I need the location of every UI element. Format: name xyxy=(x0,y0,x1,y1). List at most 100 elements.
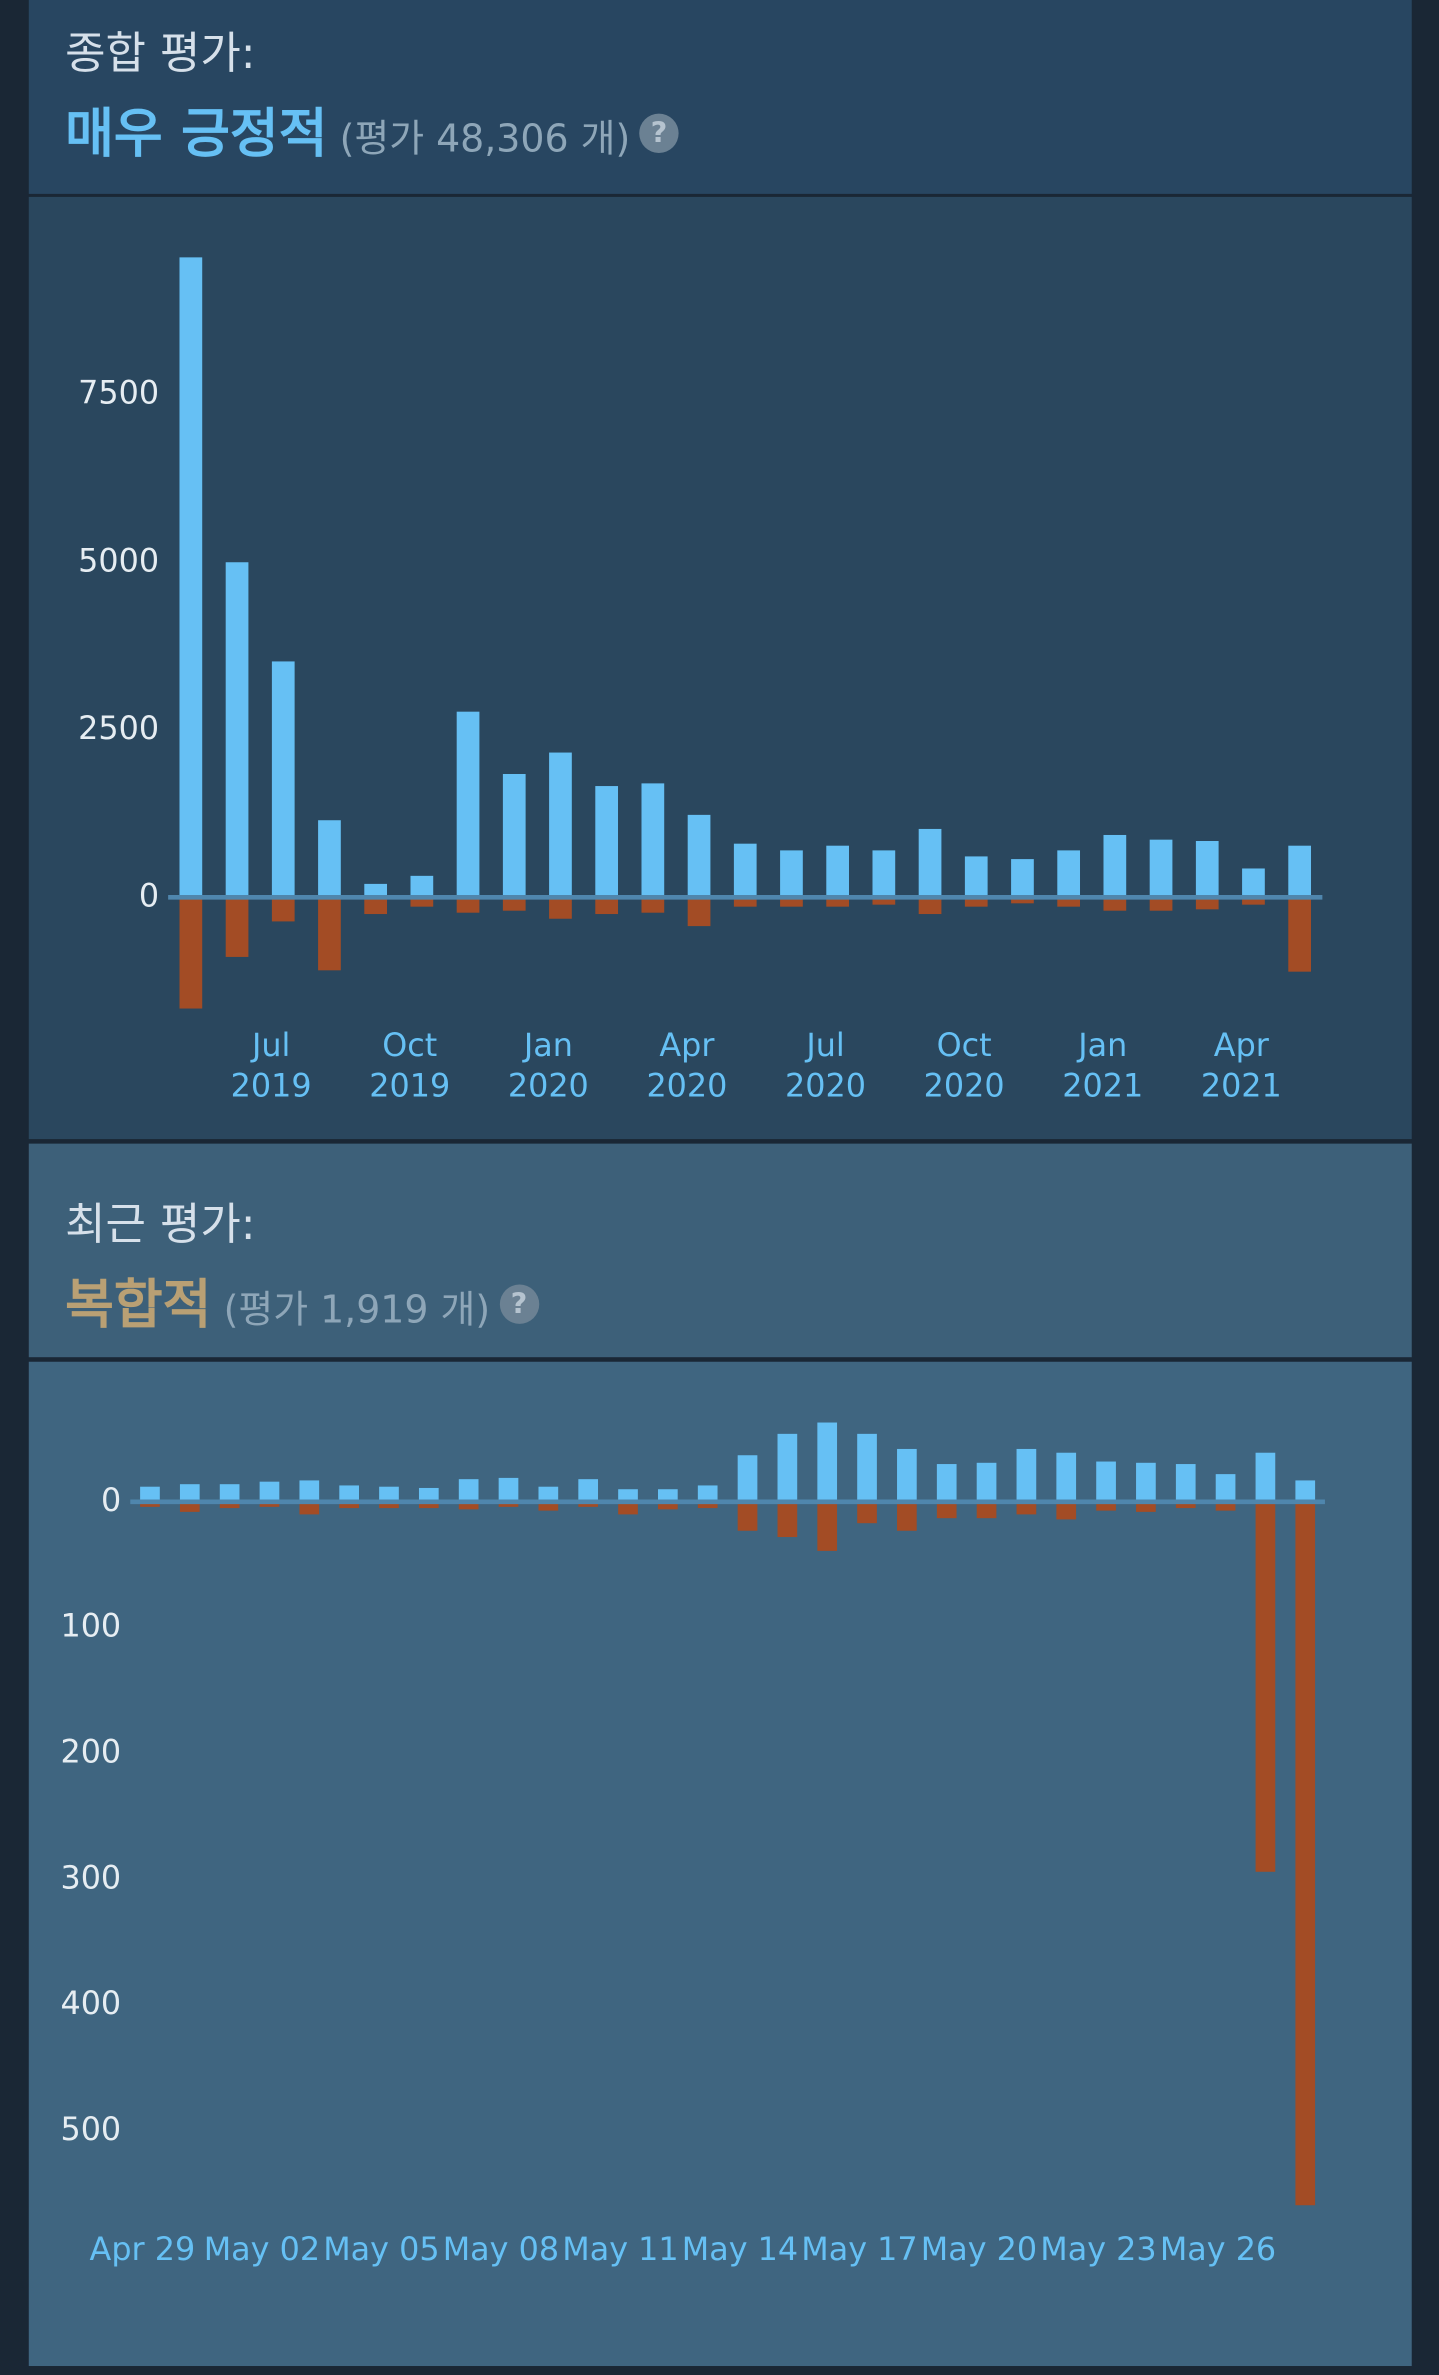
bar xyxy=(1016,1501,1037,1515)
bar xyxy=(549,897,572,919)
x-tick-label: Oct 2019 xyxy=(369,1026,451,1105)
bar xyxy=(1195,897,1219,910)
bar xyxy=(826,897,850,907)
bar xyxy=(318,897,341,971)
bar xyxy=(179,257,203,898)
bar xyxy=(857,1433,877,1502)
bar xyxy=(538,1486,559,1502)
bar xyxy=(364,897,388,915)
bar xyxy=(578,1479,599,1502)
bar xyxy=(897,1448,917,1502)
x-tick-label: Jan 2020 xyxy=(507,1026,589,1105)
bar xyxy=(1103,897,1127,911)
bar xyxy=(1103,834,1127,898)
bar xyxy=(1149,897,1173,911)
bar xyxy=(936,1464,957,1502)
bar xyxy=(1056,1501,1077,1520)
y-tick-label: 2500 xyxy=(78,710,159,747)
bar xyxy=(379,1486,399,1502)
bar xyxy=(1057,897,1081,907)
bar xyxy=(1149,839,1173,898)
help-icon[interactable]: ? xyxy=(639,113,679,153)
x-tick-label: May 08 xyxy=(442,2231,560,2268)
bar xyxy=(1255,1452,1276,1502)
x-tick-label: May 20 xyxy=(920,2231,1038,2268)
bar xyxy=(1215,1474,1236,1502)
bar xyxy=(658,1489,678,1502)
section-title: 종합 평가: xyxy=(65,27,256,79)
bar xyxy=(777,1501,798,1538)
bar xyxy=(1215,1501,1236,1511)
bar xyxy=(225,562,249,898)
recent-chart-area xyxy=(28,1361,1412,2367)
bar xyxy=(498,1501,519,1507)
bar xyxy=(595,786,619,898)
x-tick-label: Oct 2020 xyxy=(923,1026,1005,1105)
bar xyxy=(897,1501,917,1531)
bar xyxy=(458,1479,479,1502)
x-tick-label: Apr 29 xyxy=(89,2231,196,2268)
bar xyxy=(1011,897,1034,904)
bar xyxy=(697,1501,718,1509)
bar xyxy=(1195,841,1219,898)
x-tick-label: May 26 xyxy=(1159,2231,1277,2268)
bar xyxy=(502,773,526,898)
bar xyxy=(964,897,988,907)
bar xyxy=(918,897,942,915)
x-tick-label: Jul 2019 xyxy=(230,1026,312,1105)
overall-header: 종합 평가: 매우 긍정적 (평가 48,306 개)? xyxy=(28,0,1412,194)
bar xyxy=(271,897,295,922)
bar xyxy=(964,856,988,898)
bar xyxy=(1011,859,1034,898)
bar xyxy=(456,897,480,913)
rating-line: 매우 긍정적 (평가 48,306 개)? xyxy=(65,91,679,168)
bar xyxy=(418,1487,439,1502)
bar xyxy=(1096,1501,1116,1511)
bar xyxy=(817,1422,838,1502)
bar xyxy=(1136,1501,1156,1512)
x-tick-label: Apr 2021 xyxy=(1200,1026,1282,1105)
bar xyxy=(225,897,249,957)
bar xyxy=(219,1484,240,1502)
bar xyxy=(857,1501,877,1524)
bar xyxy=(733,897,757,907)
bar xyxy=(1175,1464,1196,1502)
bar xyxy=(737,1501,758,1531)
bar xyxy=(777,1433,798,1502)
rating: 매우 긍정적 xyxy=(65,104,328,166)
bar xyxy=(456,711,480,898)
y-tick-label: 100 xyxy=(60,1608,121,1645)
bar xyxy=(140,1486,160,1502)
x-tick-label: May 05 xyxy=(323,2231,440,2268)
bar xyxy=(936,1501,957,1519)
y-tick-label: 7500 xyxy=(78,375,159,412)
y-tick-label: 5000 xyxy=(78,542,159,579)
bar xyxy=(538,1501,559,1511)
bar xyxy=(595,897,619,915)
help-icon[interactable]: ? xyxy=(499,1284,539,1324)
bar xyxy=(817,1501,838,1551)
y-tick-label: 200 xyxy=(60,1733,121,1770)
y-tick-label: 500 xyxy=(60,2111,121,2148)
bar xyxy=(872,897,896,905)
bar xyxy=(976,1501,997,1519)
bar xyxy=(418,1501,439,1509)
bar xyxy=(1288,897,1312,972)
bar xyxy=(498,1477,519,1502)
bar xyxy=(578,1501,599,1507)
bar xyxy=(1096,1461,1116,1502)
bar xyxy=(697,1485,718,1502)
bar xyxy=(410,875,434,898)
bar xyxy=(976,1462,997,1502)
review-count: (평가 1,919 개) xyxy=(223,1287,491,1332)
bar xyxy=(1056,1452,1077,1502)
x-tick-label: May 17 xyxy=(801,2231,918,2268)
bar xyxy=(271,661,295,898)
overall-chart-area xyxy=(28,196,1412,1140)
bar xyxy=(733,843,757,898)
bar xyxy=(318,820,341,898)
review-count: (평가 48,306 개) xyxy=(339,116,631,161)
bar xyxy=(1295,1501,1316,2206)
